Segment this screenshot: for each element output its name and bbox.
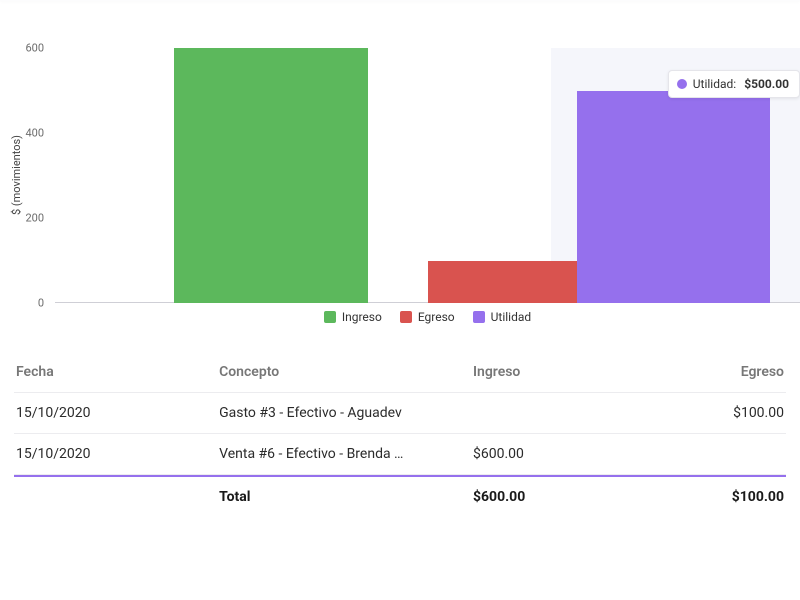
total-ingreso: $600.00 <box>473 489 651 505</box>
legend-item-egreso[interactable]: Egreso <box>400 310 455 324</box>
legend-label: Ingreso <box>342 310 382 324</box>
y-tick: 200 <box>25 212 44 225</box>
legend-swatch-icon <box>400 311 412 323</box>
tooltip-label: Utilidad: <box>693 77 736 91</box>
col-fecha: Fecha <box>16 364 219 380</box>
col-concepto: Concepto <box>219 364 473 380</box>
y-tick: 600 <box>25 42 44 55</box>
cell-ingreso: $600.00 <box>473 446 651 462</box>
table-row[interactable]: 15/10/2020Venta #6 - Efectivo - Brenda …… <box>14 434 786 475</box>
col-ingreso: Ingreso <box>473 364 651 380</box>
col-egreso: Egreso <box>651 364 784 380</box>
table-header: Fecha Concepto Ingreso Egreso <box>14 352 786 393</box>
chart-legend: Ingreso Egreso Utilidad <box>55 310 800 324</box>
table-body: 15/10/2020Gasto #3 - Efectivo - Aguadev$… <box>14 393 786 475</box>
table-footer: Total $600.00 $100.00 <box>14 475 786 517</box>
tooltip-dot-icon <box>677 79 687 89</box>
cell-fecha: 15/10/2020 <box>16 446 219 462</box>
legend-label: Utilidad <box>491 310 532 324</box>
cell-egreso: $100.00 <box>651 405 784 421</box>
top-divider <box>0 0 800 1</box>
total-label: Total <box>219 489 473 505</box>
cell-fecha: 15/10/2020 <box>16 405 219 421</box>
legend-swatch-icon <box>324 311 336 323</box>
bar-ingreso[interactable] <box>174 48 368 303</box>
bar-utilidad[interactable] <box>577 91 771 304</box>
table-row[interactable]: 15/10/2020Gasto #3 - Efectivo - Aguadev $… <box>14 393 786 434</box>
legend-item-ingreso[interactable]: Ingreso <box>324 310 382 324</box>
chart-tooltip: Utilidad: $500.00 <box>668 70 800 98</box>
legend-item-utilidad[interactable]: Utilidad <box>473 310 532 324</box>
y-tick: 400 <box>25 127 44 140</box>
y-axis-ticks: 0200400600 <box>0 48 50 303</box>
movements-chart: $ (movimientos) 0200400600 IngresoEgreso… <box>0 18 800 328</box>
legend-label: Egreso <box>418 310 455 324</box>
movements-table: Fecha Concepto Ingreso Egreso 15/10/2020… <box>14 352 786 517</box>
legend-swatch-icon <box>473 311 485 323</box>
cell-concepto: Gasto #3 - Efectivo - Aguadev <box>219 405 473 421</box>
y-tick: 0 <box>38 297 44 310</box>
tooltip-value: $500.00 <box>744 77 789 91</box>
cell-concepto: Venta #6 - Efectivo - Brenda … <box>219 446 473 462</box>
total-egreso: $100.00 <box>651 489 784 505</box>
